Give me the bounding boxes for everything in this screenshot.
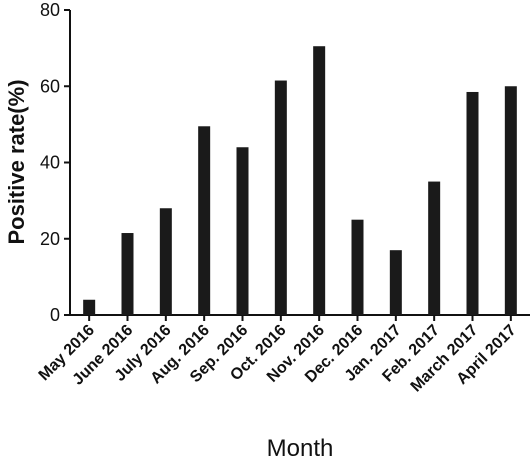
y-tick-label: 20 bbox=[40, 229, 60, 249]
bar-5 bbox=[236, 147, 249, 315]
bar-7 bbox=[313, 46, 326, 315]
y-tick-label: 40 bbox=[40, 153, 60, 173]
bar-2 bbox=[121, 233, 134, 315]
y-tick-label: 60 bbox=[40, 76, 60, 96]
y-tick-label: 80 bbox=[40, 0, 60, 20]
bar-8 bbox=[351, 219, 364, 315]
bar-11 bbox=[466, 91, 479, 315]
bar-6 bbox=[274, 80, 287, 315]
bar-12 bbox=[504, 86, 517, 315]
bar-10 bbox=[428, 181, 441, 315]
y-axis-title: Positive rate(%) bbox=[4, 79, 29, 244]
bar-3 bbox=[159, 208, 172, 315]
bar-1 bbox=[83, 299, 96, 315]
bar-4 bbox=[198, 126, 211, 315]
y-tick-label: 0 bbox=[50, 305, 60, 325]
x-axis-title: Month bbox=[267, 435, 334, 461]
bar-9 bbox=[389, 250, 402, 315]
